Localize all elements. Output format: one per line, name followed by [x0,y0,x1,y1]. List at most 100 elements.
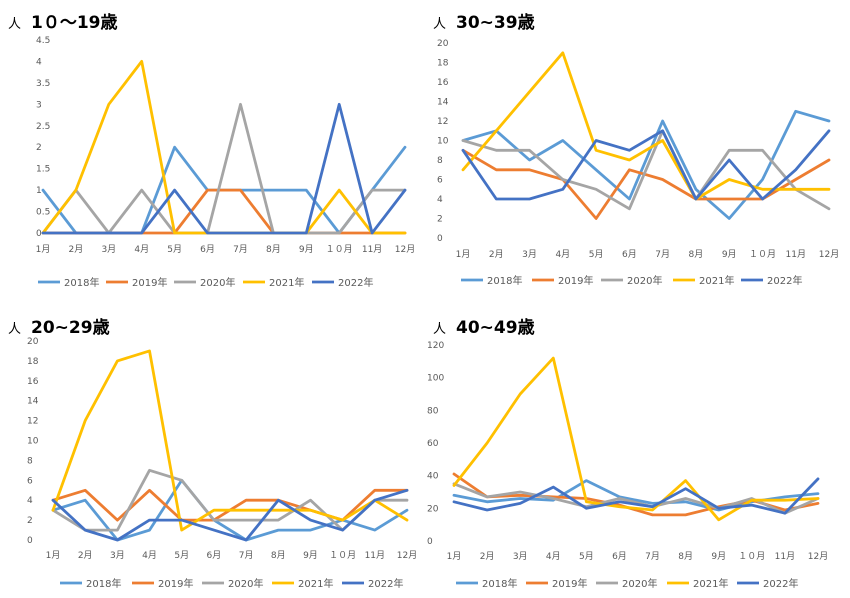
chart-title-10-19: 人 1０〜19歳 [8,8,118,33]
legend-label: 2018年 [64,276,99,289]
x-tick-label: 6月 [207,550,222,561]
legend-label: 2019年 [552,577,587,590]
series-line-2018年 [51,478,409,542]
legend-label: 2020年 [228,577,263,590]
legend-label: 2022年 [368,577,403,590]
x-tick-label: 8月 [689,249,704,260]
x-tick-label: 3月 [110,550,125,561]
x-tick-label: 6月 [622,249,637,260]
y-tick-label: 120 [427,341,444,351]
x-tick-label: 2月 [489,249,504,260]
series-line-2022年 [41,102,407,235]
y-tick-label: 14 [27,397,39,407]
legend-label: 2019年 [132,276,167,289]
x-tick-label: 11月 [775,551,795,562]
unit-label: 人 [433,17,447,32]
x-tick-label: 3月 [513,551,528,562]
legend-label: 2022年 [767,274,802,287]
x-tick-label: １０月 [749,249,776,260]
chart-title-text: 1０〜19歳 [31,13,118,33]
legend-label: 2019年 [558,274,593,287]
y-tick-label: 0 [27,536,33,546]
y-axis: 0 2 4 6 8 10 12 14 16 18 20 [437,39,449,244]
legend: 2018年 2019年 2020年 2021年 2022年 [461,274,802,287]
unit-label: 人 [8,322,22,337]
x-tick-label: 2月 [480,551,495,562]
x-tick-label: 1月 [447,551,462,562]
x-tick-label: 5月 [579,551,594,562]
y-tick-label: 12 [437,117,448,127]
legend: 2018年 2019年 2020年 2021年 2022年 [38,276,373,289]
series-line-2022年 [461,129,831,201]
y-tick-label: 6 [437,176,443,186]
y-tick-label: 20 [27,337,39,347]
chart-title-text: 20~29歳 [31,318,110,338]
y-tick-label: 4 [437,195,443,205]
line-chart-0: 0 0.5 1 1.5 2 2.5 3 3.5 4 4.5 1月 2月 3月 4月 5月 6月 7月 8月 9月 １０… [36,36,416,289]
y-tick-label: 60 [427,439,439,449]
x-tick-label: 8月 [678,551,693,562]
legend-label: 2020年 [627,274,662,287]
x-tick-label: 12月 [808,551,828,562]
x-tick-label: 8月 [266,244,281,255]
legend-label: 2019年 [158,577,193,590]
legend-label: 2018年 [482,577,517,590]
y-tick-label: 0.5 [36,208,50,218]
legend-label: 2022年 [763,577,798,590]
series-line-2018年 [461,109,831,220]
x-tick-label: 11月 [362,244,382,255]
x-tick-label: 12月 [819,249,839,260]
x-tick-label: １０月 [738,551,765,562]
series-line-2021年 [452,356,820,522]
y-tick-label: 80 [427,406,439,416]
y-tick-label: 8 [437,156,443,166]
chart-title-text: 30~39歳 [456,13,535,33]
y-tick-label: 0 [427,537,433,547]
legend-label: 2018年 [86,577,121,590]
y-tick-label: 14 [437,98,449,108]
x-tick-label: 4月 [142,550,157,561]
x-tick-label: 7月 [239,550,254,561]
series-line-2022年 [452,477,820,515]
series-line-2019年 [51,488,409,522]
x-tick-label: 1月 [456,249,471,260]
y-axis: 0 0.5 1 1.5 2 2.5 3 3.5 4 4.5 [36,36,50,239]
y-tick-label: 4 [36,57,42,67]
y-tick-label: 4.5 [36,36,50,46]
chart-panel-10-19: 0 0.5 1 1.5 2 2.5 3 3.5 4 4.5 1月 2月 3月 4月 5月 6月 7月 8月 9月 １０… [0,0,425,299]
y-tick-label: 100 [427,374,444,384]
y-tick-label: 12 [27,417,38,427]
series-line-2020年 [461,129,831,211]
x-tick-label: 1月 [36,244,51,255]
x-tick-label: 9月 [722,249,737,260]
x-tick-label: 7月 [233,244,248,255]
y-tick-label: 16 [27,377,39,387]
x-tick-label: 4月 [555,249,570,260]
legend-label: 2020年 [622,577,657,590]
x-tick-label: 12月 [395,244,415,255]
legend-label: 2021年 [269,276,304,289]
y-tick-label: 4 [27,496,33,506]
x-tick-label: 5月 [174,550,189,561]
y-tick-label: 1.5 [36,165,50,175]
y-tick-label: 3.5 [36,79,50,89]
y-tick-label: 18 [27,357,39,367]
legend: 2018年 2019年 2020年 2021年 2022年 [456,577,798,590]
x-tick-label: 6月 [612,551,627,562]
y-axis: 0 20 40 60 80 100 120 [427,341,444,547]
y-tick-label: 2 [437,215,443,225]
y-tick-label: 18 [437,59,449,69]
chart-title-text: 40~49歳 [456,318,535,338]
y-tick-label: 10 [437,137,449,147]
x-axis: 1月 2月 3月 4月 5月 6月 7月 8月 9月 １０月 11月 12月 [456,249,840,260]
unit-label: 人 [8,17,22,32]
chart-title-20-29: 人 20~29歳 [8,313,110,338]
y-tick-label: 20 [427,504,439,514]
line-chart-1: 0 2 4 6 8 10 12 14 16 18 20 1月 2月 3月 4月 5月 6月 7月 8月 9月 １０月 11… [437,39,840,287]
x-tick-label: 11月 [786,249,806,260]
x-tick-label: 2月 [69,244,84,255]
legend-label: 2021年 [298,577,333,590]
legend: 2018年 2019年 2020年 2021年 2022年 [60,577,403,590]
x-tick-label: 7月 [645,551,660,562]
